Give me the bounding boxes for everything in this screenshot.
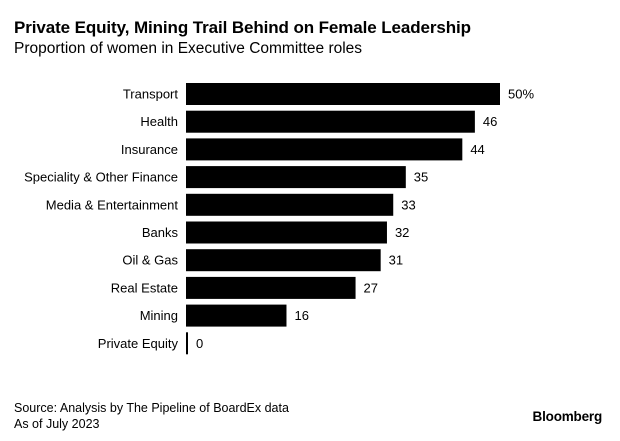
source-note: Source: Analysis by The Pipeline of Boar… xyxy=(14,400,289,432)
date-note: As of July 2023 xyxy=(14,417,100,431)
bar-insurance xyxy=(186,138,463,161)
category-label-insurance: Insurance xyxy=(121,142,178,157)
category-label-speciality-other-finance: Speciality & Other Finance xyxy=(24,170,178,185)
chart-subtitle: Proportion of women in Executive Committ… xyxy=(14,40,363,57)
value-label-media-entertainment: 33 xyxy=(401,197,415,212)
value-label-insurance: 44 xyxy=(470,142,484,157)
bar-health xyxy=(186,110,475,133)
value-label-health: 46 xyxy=(483,114,497,129)
value-label-private-equity: 0 xyxy=(196,336,203,351)
category-label-oil-gas: Oil & Gas xyxy=(122,253,178,268)
bar-speciality-other-finance xyxy=(186,166,406,189)
value-label-speciality-other-finance: 35 xyxy=(414,170,428,185)
value-label-real-estate: 27 xyxy=(364,280,378,295)
category-label-health: Health xyxy=(140,114,178,129)
value-label-oil-gas: 31 xyxy=(389,253,403,268)
bar-banks xyxy=(186,221,387,244)
bar-oil-gas xyxy=(186,249,381,272)
category-label-mining: Mining xyxy=(140,308,178,323)
value-label-mining: 16 xyxy=(294,308,308,323)
chart-title: Private Equity, Mining Trail Behind on F… xyxy=(14,18,471,37)
bar-real-estate xyxy=(186,276,356,299)
bars-layer: Transport 50% Health 46 Insurance 44 Specialit… xyxy=(24,83,534,355)
bar-mining xyxy=(186,304,287,327)
bar-private-equity xyxy=(186,332,188,355)
category-label-banks: Banks xyxy=(142,225,179,240)
category-label-real-estate: Real Estate xyxy=(111,280,178,295)
category-label-private-equity: Private Equity xyxy=(98,336,179,351)
source-text: Source: Analysis by The Pipeline of Boar… xyxy=(14,401,289,415)
category-label-media-entertainment: Media & Entertainment xyxy=(46,197,179,212)
value-label-transport: 50% xyxy=(508,87,534,102)
bar-transport xyxy=(186,83,500,105)
bloomberg-logo: Bloomberg xyxy=(532,409,603,424)
category-label-transport: Transport xyxy=(123,87,179,102)
value-label-banks: 32 xyxy=(395,225,409,240)
bar-media-entertainment xyxy=(186,193,394,216)
